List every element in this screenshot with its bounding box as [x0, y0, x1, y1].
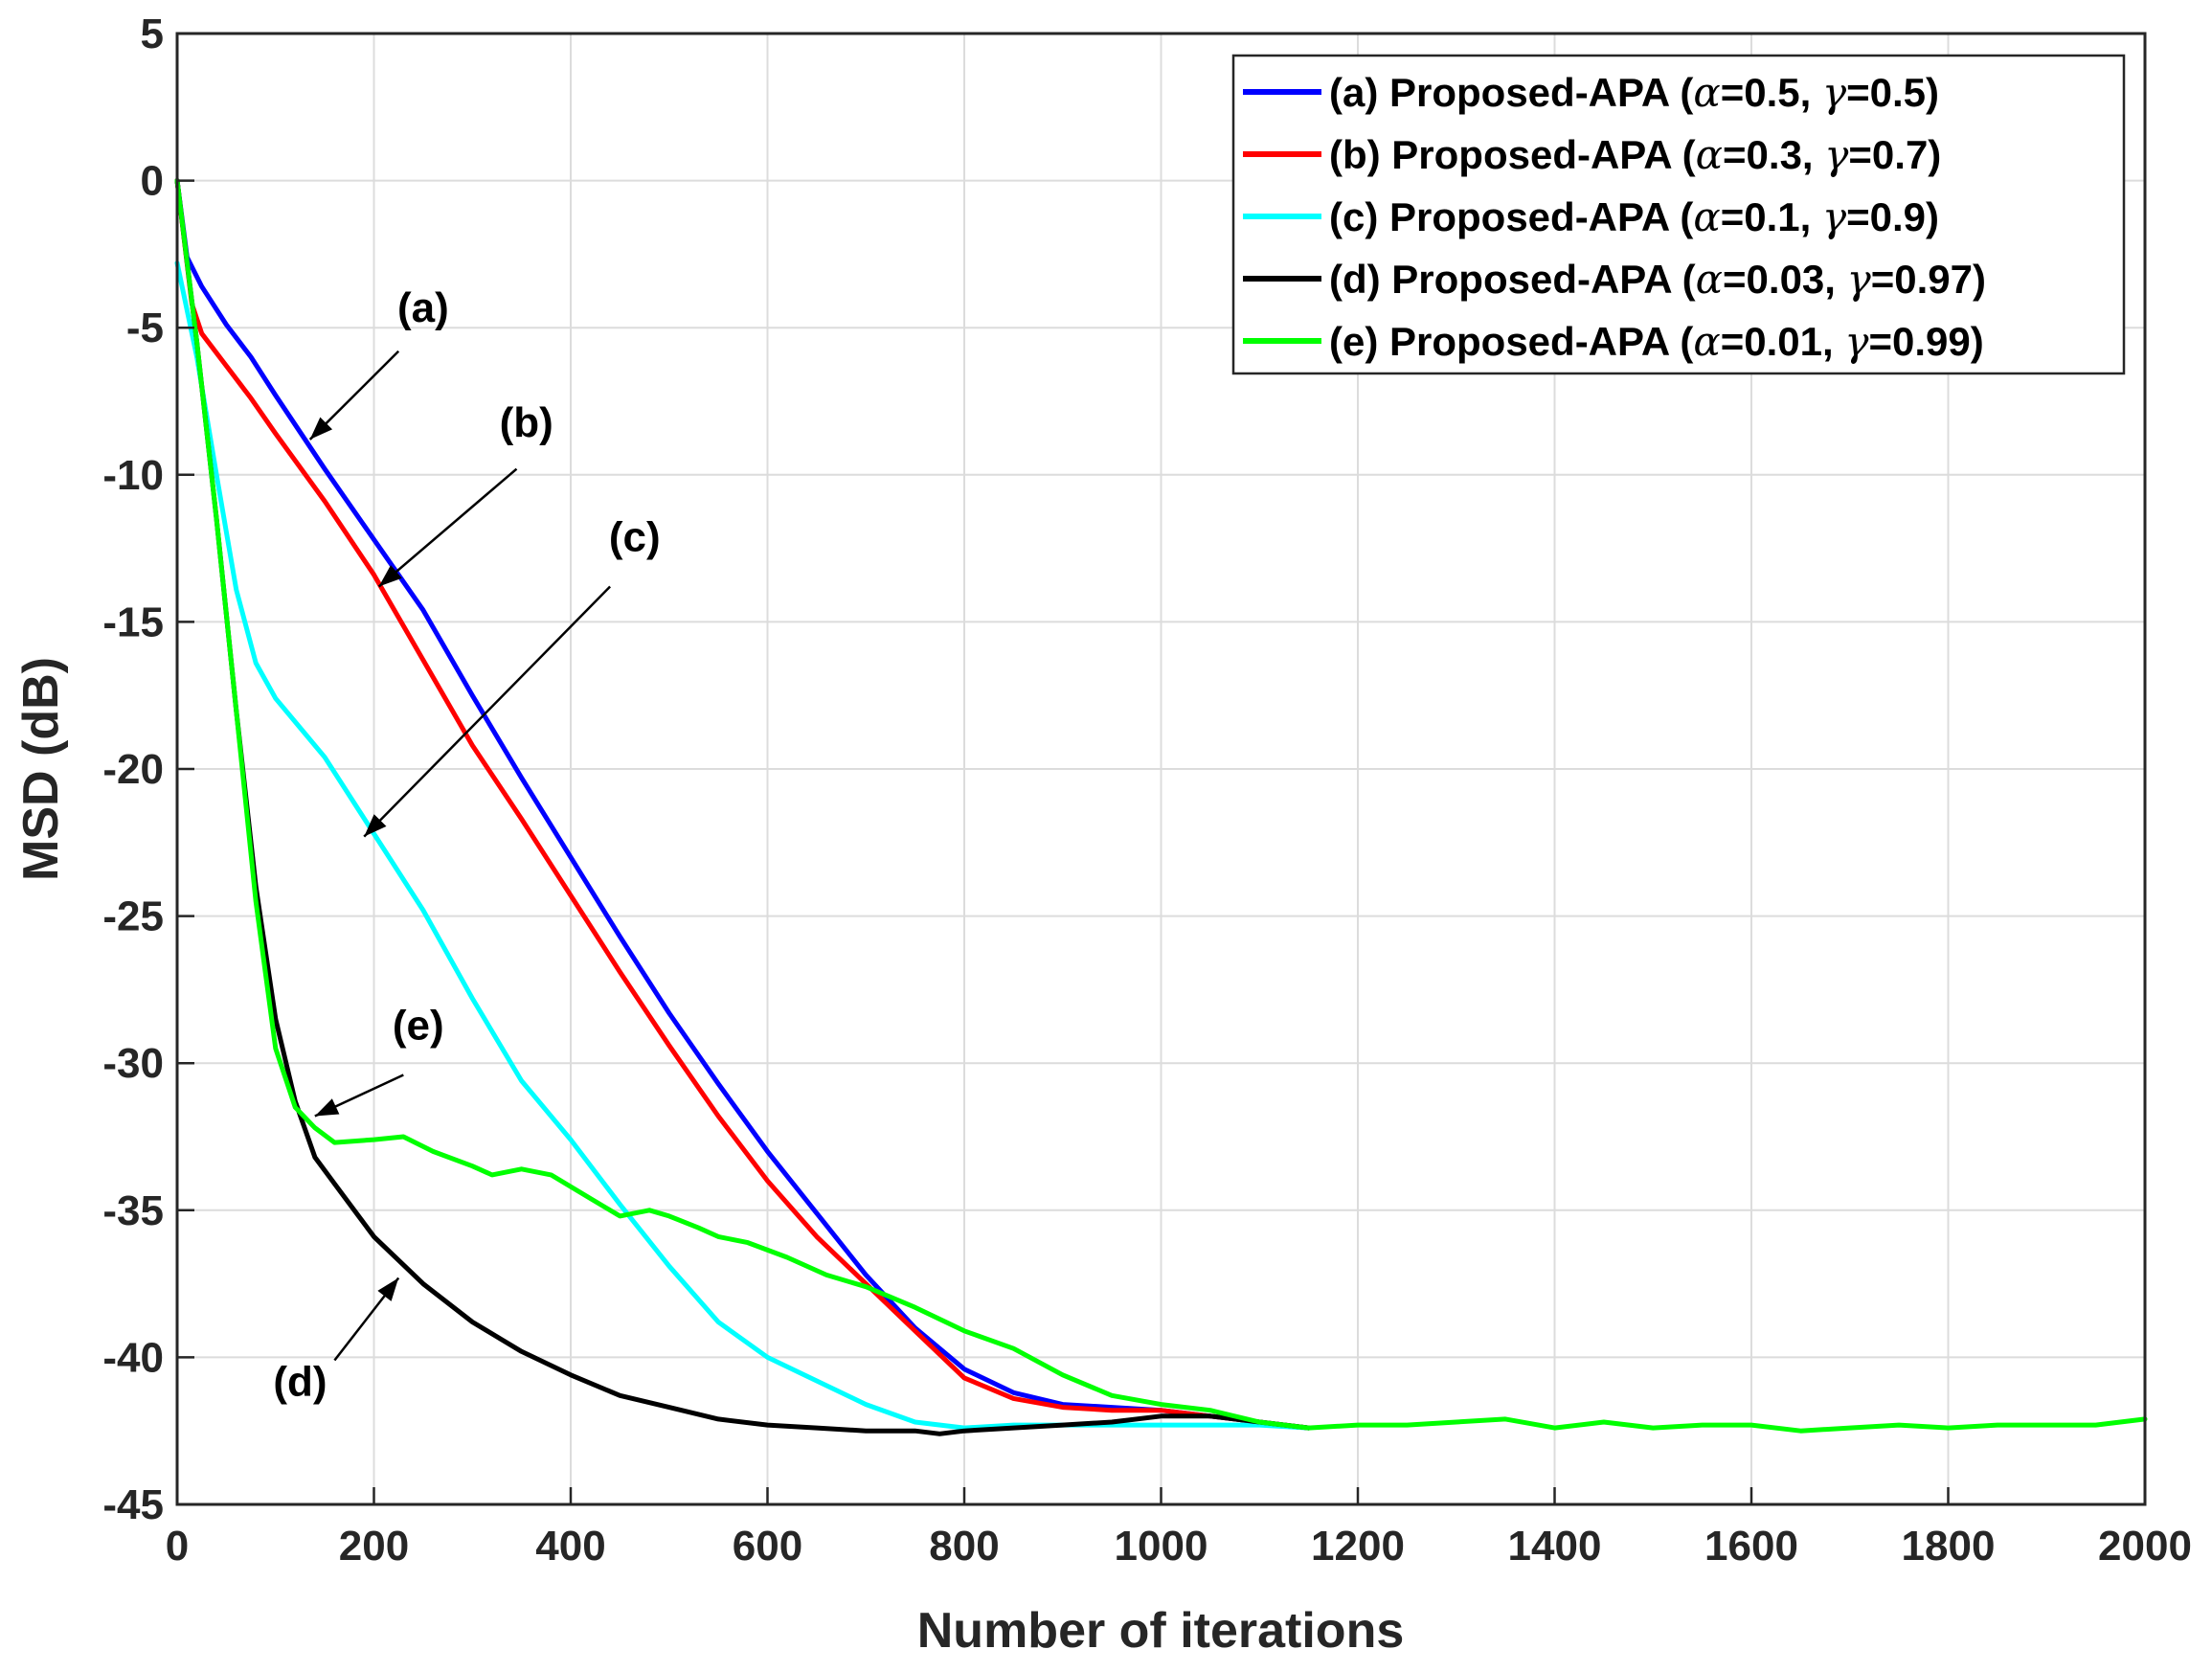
- y-tick-label: 0: [141, 158, 164, 205]
- x-tick-label: 400: [535, 1523, 605, 1570]
- x-tick-label: 2000: [2098, 1523, 2192, 1570]
- x-tick-label: 1000: [1115, 1523, 1208, 1570]
- series-layer: [174, 178, 2148, 1436]
- y-tick-label: -20: [102, 746, 164, 793]
- annotation-label: (c): [609, 514, 661, 561]
- y-tick-label: -45: [102, 1481, 164, 1528]
- y-tick-label: -30: [102, 1040, 164, 1087]
- legend-alpha-sym: α: [1693, 193, 1720, 240]
- y-tick-label: -10: [102, 452, 164, 499]
- annotations-layer: (a) (b) (c) (e) (d): [273, 284, 660, 1405]
- legend-alpha-val: =0.01,: [1721, 319, 1845, 364]
- annotation-label: (d): [273, 1358, 327, 1405]
- x-tick-label: 200: [339, 1523, 409, 1570]
- legend-alpha-val: =0.3,: [1723, 132, 1824, 177]
- annotation-arrow-line: [363, 585, 611, 838]
- legend-gamma-val: =0.7): [1848, 132, 1941, 177]
- y-tick-label: -40: [102, 1334, 164, 1381]
- legend-gamma-val: =0.5): [1846, 70, 1939, 115]
- legend-gamma-sym: γ: [1824, 131, 1849, 178]
- legend-alpha-sym: α: [1693, 318, 1720, 365]
- axis-ticks: 0 200 400 600 800 1000 1200 1400 1600 1800 200050-…: [102, 11, 2192, 1570]
- x-tick-label: 600: [733, 1523, 802, 1570]
- legend-prefix: (e) Proposed-APA (: [1329, 319, 1693, 364]
- legend-alpha-sym: α: [1696, 256, 1723, 303]
- legend-label-b: (b) Proposed-APA (α=0.3, γ=0.7): [1329, 131, 1941, 178]
- legend-alpha-val: =0.5,: [1721, 70, 1822, 115]
- legend-gamma-val: =0.9): [1846, 194, 1939, 239]
- legend-label-d: (d) Proposed-APA (α=0.03, γ=0.97): [1329, 256, 1986, 303]
- y-tick-label: 5: [141, 11, 164, 57]
- y-tick-label: -25: [102, 893, 164, 940]
- legend-prefix: (c) Proposed-APA (: [1329, 194, 1693, 239]
- series-a-line: [174, 178, 1312, 1431]
- legend-gamma-sym: γ: [1822, 69, 1847, 116]
- legend-label-a: (a) Proposed-APA (α=0.5, γ=0.5): [1329, 69, 1939, 116]
- legend: (a) Proposed-APA (α=0.5, γ=0.5)(b) Propo…: [1231, 54, 2126, 375]
- x-tick-label: 0: [166, 1523, 189, 1570]
- legend-prefix: (a) Proposed-APA (: [1329, 70, 1693, 115]
- legend-prefix: (b) Proposed-APA (: [1329, 132, 1696, 177]
- legend-alpha-val: =0.1,: [1721, 194, 1822, 239]
- annotation-label: (b): [500, 399, 553, 446]
- legend-label-c: (c) Proposed-APA (α=0.1, γ=0.9): [1329, 193, 1939, 240]
- annotation-arrow-head: [314, 1098, 340, 1117]
- annotation-arrow-head: [309, 417, 333, 440]
- legend-alpha-sym: α: [1693, 69, 1720, 116]
- series-e-line: [174, 178, 2148, 1434]
- y-tick-label: -35: [102, 1187, 164, 1234]
- legend-prefix: (d) Proposed-APA (: [1329, 257, 1696, 302]
- legend-alpha-val: =0.03,: [1723, 257, 1847, 302]
- x-tick-label: 1400: [1508, 1523, 1602, 1570]
- legend-alpha-sym: α: [1696, 131, 1723, 178]
- x-tick-label: 800: [929, 1523, 999, 1570]
- x-tick-label: 1800: [1902, 1523, 1996, 1570]
- legend-gamma-val: =0.99): [1868, 319, 1983, 364]
- y-axis-title: MSD (dB): [13, 657, 69, 881]
- legend-gamma-sym: γ: [1847, 256, 1872, 303]
- legend-box: [1231, 54, 2126, 375]
- x-tick-label: 1200: [1311, 1523, 1405, 1570]
- legend-gamma-val: =0.97): [1871, 257, 1986, 302]
- series-b-line: [174, 178, 1312, 1431]
- y-tick-label: -15: [102, 599, 164, 645]
- x-axis-title: Number of iterations: [917, 1603, 1405, 1659]
- annotation-label: (a): [397, 284, 449, 331]
- annotation-arrow-head: [364, 814, 387, 837]
- y-tick-label: -5: [126, 305, 164, 351]
- legend-gamma-sym: γ: [1822, 193, 1847, 240]
- annotation-arrow-head: [378, 565, 402, 587]
- legend-label-e: (e) Proposed-APA (α=0.01, γ=0.99): [1329, 318, 1984, 365]
- series-d-line: [174, 178, 1312, 1436]
- annotation-arrow-head: [377, 1277, 399, 1301]
- annotation-label: (e): [393, 1003, 444, 1050]
- legend-gamma-sym: γ: [1844, 318, 1869, 365]
- annotation-arrow-line: [377, 467, 518, 588]
- x-tick-label: 1600: [1704, 1523, 1798, 1570]
